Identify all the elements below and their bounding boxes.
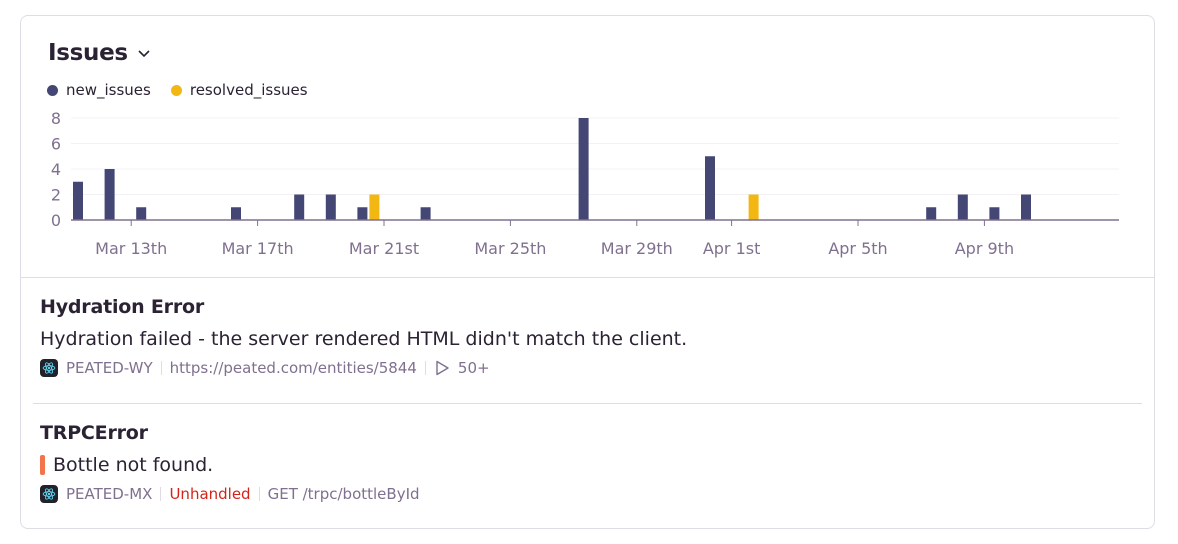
legend-dot	[47, 84, 58, 96]
chart-legend: new_issues resolved_issues	[47, 81, 308, 99]
bar-new_issues	[231, 207, 241, 220]
react-icon	[40, 359, 58, 377]
legend-label: new_issues	[66, 81, 151, 99]
issues-widget: Issues new_issues resolved_issues 0 2 4 6 8 M…	[20, 15, 1155, 529]
bar-new_issues	[420, 207, 431, 220]
x-tick-label: Mar 25th	[474, 239, 546, 258]
y-tick-label: 6	[51, 135, 61, 154]
project-id[interactable]: PEATED-MX	[66, 485, 153, 503]
issue-row[interactable]: Hydration Error Hydration failed - the s…	[40, 296, 687, 377]
unhandled-badge: Unhandled	[169, 485, 251, 503]
bar-new_issues	[357, 207, 368, 220]
bar-new_issues	[294, 194, 305, 220]
x-tick-label: Mar 17th	[222, 239, 294, 258]
bar-new_issues	[73, 181, 83, 220]
divider	[21, 277, 1154, 278]
bar-new_issues	[1021, 194, 1031, 220]
y-tick-label: 0	[51, 211, 61, 230]
legend-dot	[170, 84, 182, 96]
issue-url: https://peated.com/entities/5844	[169, 359, 417, 377]
play-icon	[436, 360, 449, 376]
issue-title[interactable]: Hydration Error	[40, 296, 205, 318]
legend-label: resolved_issues	[189, 81, 308, 99]
bar-new_issues	[926, 207, 937, 220]
issues-chart: 0 2 4 6 8 Mar 13th Mar 17th Mar 21st Mar 25th Mar…	[51, 111, 1119, 258]
bar-new_issues	[136, 207, 147, 220]
separator	[424, 361, 426, 375]
issue-row[interactable]: TRPCError Bottle not found. PEATED-MX Un…	[40, 422, 420, 503]
react-icon	[40, 485, 58, 503]
bar-resolved_issues	[369, 194, 380, 220]
widget-title: Issues	[48, 40, 128, 66]
y-tick-label: 8	[51, 111, 61, 128]
y-tick-label: 4	[51, 160, 61, 179]
separator	[160, 487, 162, 501]
x-tick-label: Mar 21st	[349, 239, 419, 258]
bar-new_issues	[578, 118, 589, 220]
bar-resolved_issues	[748, 194, 759, 220]
project-id[interactable]: PEATED-WY	[66, 359, 153, 377]
x-tick-label: Apr 5th	[828, 239, 887, 258]
x-tick-label: Mar 29th	[601, 239, 673, 258]
issue-message: Hydration failed - the server rendered H…	[40, 328, 688, 350]
bar-new_issues	[325, 194, 336, 220]
x-tick-label: Apr 1st	[703, 239, 761, 258]
issues-dropdown[interactable]: Issues	[48, 40, 152, 66]
bar-new_issues	[957, 194, 968, 220]
replay-count[interactable]: 50+	[457, 359, 490, 377]
bar-new_issues	[705, 156, 715, 220]
chevron-down-icon	[138, 50, 150, 58]
divider	[33, 403, 1142, 404]
legend-resolved-issues[interactable]: resolved_issues	[170, 81, 308, 99]
separator	[258, 487, 260, 501]
error-level-indicator	[40, 455, 45, 475]
x-tick-label: Apr 9th	[955, 239, 1014, 258]
bar-new_issues	[989, 207, 1000, 220]
bar-new_issues	[104, 169, 115, 220]
separator	[160, 361, 162, 375]
legend-new-issues[interactable]: new_issues	[47, 81, 151, 99]
x-tick-label: Mar 13th	[95, 239, 167, 258]
y-tick-label: 2	[51, 186, 61, 205]
issue-title[interactable]: TRPCError	[40, 422, 148, 444]
issue-message: Bottle not found.	[53, 454, 214, 476]
transaction: GET /trpc/bottleById	[267, 485, 420, 503]
